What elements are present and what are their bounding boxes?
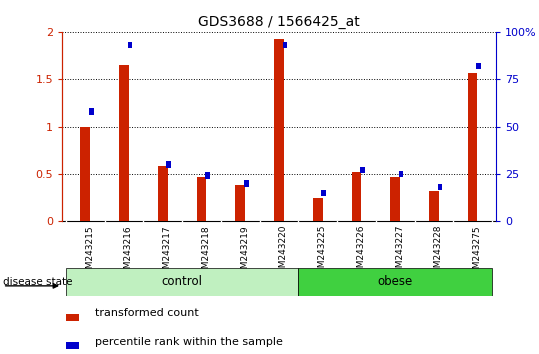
Text: GSM243275: GSM243275 [473, 225, 482, 280]
Text: GSM243225: GSM243225 [317, 225, 327, 279]
Text: percentile rank within the sample: percentile rank within the sample [94, 337, 282, 347]
Bar [66, 314, 79, 321]
Text: GSM243215: GSM243215 [85, 225, 94, 280]
Bar [390, 177, 400, 221]
Bar [236, 185, 245, 221]
Bar [244, 180, 248, 187]
Text: GSM243216: GSM243216 [124, 225, 133, 280]
Title: GDS3688 / 1566425_at: GDS3688 / 1566425_at [198, 16, 360, 29]
Text: GSM243220: GSM243220 [279, 225, 288, 279]
Text: control: control [162, 275, 203, 288]
Text: GSM243219: GSM243219 [240, 225, 249, 280]
Text: GSM243226: GSM243226 [356, 225, 365, 279]
Bar [274, 39, 284, 221]
Bar [66, 342, 79, 349]
Bar [468, 73, 478, 221]
Text: transformed count: transformed count [94, 308, 198, 318]
Bar [298, 268, 492, 296]
Bar [476, 63, 481, 69]
Bar [321, 189, 326, 196]
Bar [438, 184, 442, 190]
Bar [80, 127, 90, 221]
Bar [205, 172, 210, 179]
Bar [282, 42, 287, 48]
Bar [167, 161, 171, 168]
Bar [399, 171, 404, 177]
Bar [360, 167, 365, 173]
Text: disease state: disease state [3, 278, 72, 287]
Text: GSM243217: GSM243217 [163, 225, 172, 280]
Bar [119, 65, 129, 221]
Text: GSM243218: GSM243218 [202, 225, 210, 280]
Bar [89, 108, 94, 115]
Bar [197, 177, 206, 221]
Bar [313, 198, 322, 221]
Bar [128, 42, 132, 48]
Bar [66, 268, 298, 296]
Text: GSM243227: GSM243227 [395, 225, 404, 279]
Bar [158, 166, 168, 221]
Text: GSM243228: GSM243228 [434, 225, 443, 279]
Bar [351, 172, 361, 221]
Bar [429, 191, 439, 221]
Text: obese: obese [377, 275, 413, 288]
